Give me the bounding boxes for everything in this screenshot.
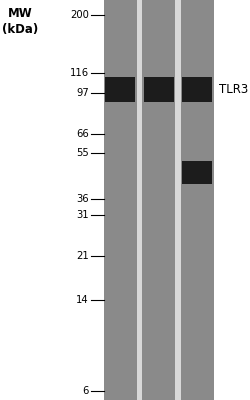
Text: A: A: [116, 0, 124, 1]
Text: 36: 36: [76, 194, 89, 204]
Text: C: C: [193, 0, 202, 1]
Bar: [182, 84, 212, 94]
Text: TLR3: TLR3: [219, 83, 248, 96]
Bar: [144, 84, 174, 94]
Text: 97: 97: [76, 88, 89, 98]
Bar: [137, 0, 142, 400]
Text: 31: 31: [76, 210, 89, 220]
Bar: [182, 77, 212, 102]
Bar: [181, 0, 214, 400]
Bar: [104, 0, 137, 400]
Bar: [182, 168, 212, 177]
Text: 200: 200: [70, 10, 89, 20]
Bar: [105, 77, 135, 102]
Text: 6: 6: [82, 386, 89, 396]
Bar: [182, 161, 212, 184]
Text: 21: 21: [76, 252, 89, 262]
Text: MW: MW: [8, 7, 32, 20]
Text: B: B: [154, 0, 163, 1]
Bar: [142, 0, 175, 400]
Text: 55: 55: [76, 148, 89, 158]
Bar: [175, 0, 181, 400]
Text: 116: 116: [70, 68, 89, 78]
Text: (kDa): (kDa): [2, 23, 38, 36]
Bar: [105, 84, 135, 94]
Bar: [144, 77, 174, 102]
Text: 66: 66: [76, 129, 89, 139]
Text: 14: 14: [76, 295, 89, 305]
